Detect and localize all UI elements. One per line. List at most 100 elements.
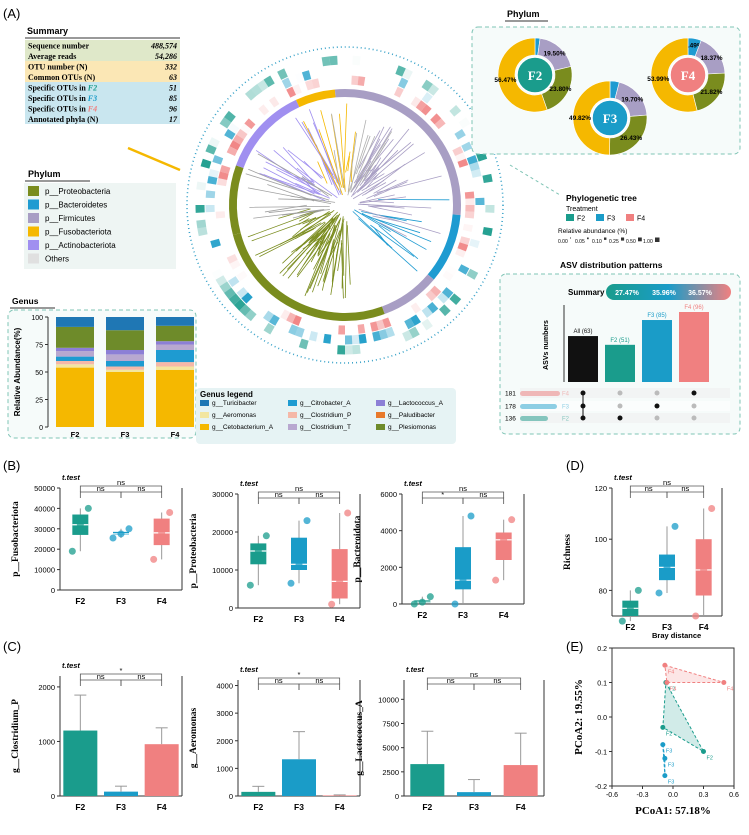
tree-heat-cell	[196, 181, 207, 191]
genus-bar-segment	[56, 326, 94, 348]
tree-heat-cell	[244, 309, 257, 322]
pie-center	[669, 56, 707, 94]
chart-ytick-label: 2000	[38, 683, 55, 692]
summary-row-bg	[25, 103, 180, 114]
genus-legend-swatch	[288, 424, 297, 430]
tree-heat-cell	[410, 314, 421, 326]
chart-ytick-label: 4000	[380, 527, 397, 536]
pcoa-point	[664, 680, 670, 685]
tree-heat-cell	[208, 168, 219, 178]
chart-test-label: t.test	[614, 473, 632, 482]
tree-heat-cell	[219, 117, 232, 129]
tree-branch	[361, 182, 387, 196]
genus-bar-segment	[106, 369, 144, 372]
pcoa-point	[662, 773, 668, 779]
genus-legend-bg	[196, 388, 456, 444]
sig-label: ns	[315, 490, 323, 499]
sig-label: ns	[137, 672, 145, 681]
pie-slice	[650, 37, 698, 113]
pcoa-ytick-label: 0.0	[597, 715, 607, 722]
chart-ylabel: g__Lactococcus_A	[355, 700, 365, 776]
genus-bar-segment	[156, 362, 194, 367]
tree-heat-cell	[482, 173, 493, 184]
genus-bar-segment	[106, 361, 144, 367]
chart-ytick-label: 1000	[216, 764, 233, 773]
tree-heat-cell	[464, 191, 475, 199]
chart-xtick-label: F4	[335, 802, 345, 812]
treatment-label: Treatment	[566, 206, 598, 213]
tree-branch	[247, 187, 332, 205]
pie-label: 19.50%	[543, 51, 565, 58]
tree-heat-cell	[352, 56, 360, 66]
box-point	[117, 530, 125, 538]
tree-branch	[307, 128, 340, 196]
abundance-label: Relative abundance (%)	[558, 228, 627, 235]
pcoa-chart: Bray distance -0.6 -0.3 0.0 0.3 0.6 -0.2 -0.1 0.…	[573, 631, 739, 817]
pie-label: 56.47%	[494, 77, 516, 84]
box-point	[708, 504, 716, 512]
phylum-swatch	[28, 213, 39, 223]
tree-heat-cell	[464, 211, 475, 219]
tree-heat-cell	[410, 96, 422, 108]
box-body	[455, 547, 471, 590]
genus-legend-label: g__Aeromonas	[212, 412, 257, 419]
genus-legend-swatch	[376, 412, 385, 418]
chart-ytick-label: 2000	[380, 563, 397, 572]
tree-heat-cell	[229, 259, 241, 270]
tree-branch	[281, 209, 331, 216]
chart-ytick-label: 30000	[212, 490, 233, 499]
tree-heat-cell	[457, 158, 469, 168]
pcoa-point	[660, 724, 666, 730]
tree-heat-cell	[215, 211, 226, 219]
panel-label-d: (D)	[566, 458, 584, 473]
tree-heat-cell	[352, 344, 361, 355]
tree-heat-cell	[218, 171, 229, 180]
tree-heat-cell	[395, 65, 406, 77]
phylum-swatch	[28, 253, 39, 264]
bar-mark	[282, 759, 316, 796]
tree-branch	[303, 160, 322, 179]
tree-heat-cell	[345, 335, 353, 345]
tree-heat-cell	[241, 292, 253, 304]
sig-bracket	[666, 491, 705, 498]
tree-branch	[379, 222, 407, 237]
tree-heat-cell	[394, 86, 404, 98]
asv-dot	[691, 403, 697, 409]
sig-bracket	[257, 491, 341, 498]
tree-heat-cell	[458, 264, 470, 275]
tree-heat-cell	[376, 319, 386, 331]
genus-legend-swatch	[288, 412, 297, 418]
chart-ytick-label: 6000	[380, 490, 397, 499]
pie-label: 23.80%	[549, 86, 571, 93]
pcoa-title: Bray distance	[652, 631, 701, 640]
tree-branch	[306, 219, 341, 293]
tree-heat-cell	[469, 161, 480, 172]
tree-legend: Phylogenetic tree Treatment F2 F3 F4 Relat…	[558, 193, 660, 245]
tree-heat-cell	[205, 205, 215, 213]
asv-bar	[605, 344, 635, 382]
tree-branch	[344, 221, 348, 299]
chart-xtick-label: F2	[253, 614, 263, 624]
genus-bar-segment	[156, 341, 194, 345]
chart-ytick-label: 50000	[34, 484, 55, 493]
tree-heat-cell	[207, 175, 218, 185]
chart-xtick-label: F3	[116, 596, 126, 606]
chart-test-label: t.test	[240, 665, 258, 674]
tree-heat-cell	[455, 152, 466, 162]
tree-branch	[346, 225, 351, 285]
tree-heat-cell	[200, 158, 212, 169]
chart-xtick-label: F2	[422, 802, 432, 812]
tree-branch	[339, 113, 346, 192]
tree-heat-cell	[292, 84, 302, 95]
tree-phylum-ring	[344, 89, 461, 216]
tree-dotted-ring	[186, 46, 504, 364]
genus-bar-segment	[56, 317, 94, 327]
tree-branch	[374, 214, 422, 223]
tree-heat-cell	[288, 324, 299, 336]
tree-heat-cell	[345, 345, 353, 355]
sig-bracket	[257, 677, 341, 684]
box-point	[671, 522, 679, 530]
tree-branch	[320, 224, 336, 275]
genus-bar-segment	[56, 361, 94, 365]
pcoa-ytick-label: 0.1	[597, 681, 607, 688]
